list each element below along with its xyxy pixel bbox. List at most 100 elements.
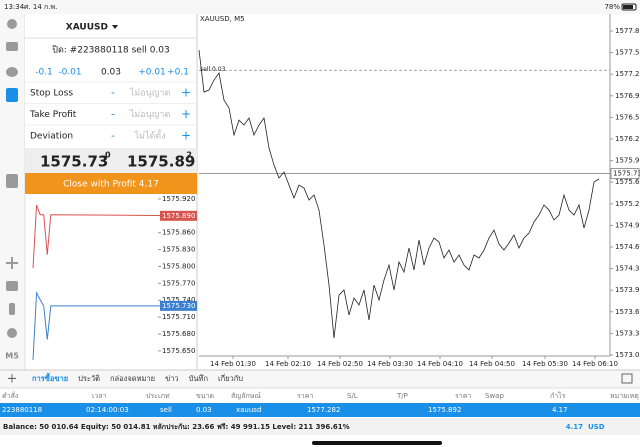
icon-new-order[interactable]	[6, 88, 18, 102]
y-tick-label: 1574.950	[615, 221, 640, 229]
tab[interactable]: กล่องจดหมาย	[110, 374, 155, 383]
table-cell: 0.03	[196, 406, 212, 414]
icon-quotes[interactable]	[6, 42, 18, 51]
y-tick-label: 1575.920	[162, 195, 195, 203]
y-tick-label: 1575.650	[162, 347, 195, 355]
y-tick-label: 1575.860	[162, 229, 195, 237]
close-button-label: Close with Profit 4.17	[63, 180, 159, 190]
table-cell: sell	[160, 406, 172, 414]
y-tick-label: 1573.650	[615, 308, 640, 316]
y-tick-label: 1575.830	[162, 246, 195, 254]
table-header: ขนาด	[196, 392, 214, 400]
volume-step: +0.1	[167, 68, 189, 78]
icon-crosshair-v[interactable]	[11, 257, 13, 269]
status-date: ศ. 14 ก.พ.	[24, 3, 57, 11]
icon-account	[7, 19, 17, 29]
field-label: Take Profit	[29, 110, 77, 120]
volume-step: -0.1	[35, 68, 53, 78]
y-tick-label: 1575.925	[615, 157, 640, 165]
y-tick-label: 1577.225	[615, 70, 640, 78]
price-box	[25, 148, 197, 173]
status-time: 13:34	[4, 3, 25, 11]
tab[interactable]: ข่าว	[165, 374, 179, 383]
table-header: กำไร	[550, 391, 566, 400]
minus-button: -	[111, 108, 115, 121]
minus-button: -	[111, 129, 115, 142]
add-button[interactable]: +	[7, 372, 18, 387]
tab[interactable]: บันทึก	[189, 374, 208, 383]
x-tick-label: 14 Feb 05:30	[522, 360, 568, 368]
y-tick-label: 1575.770	[162, 279, 195, 287]
currency: USD	[588, 423, 605, 431]
field-label: Stop Loss	[30, 89, 73, 99]
table-cell: 02:14:00:03	[86, 406, 129, 414]
status-battery: 78%	[604, 3, 620, 11]
table-header: คำสั่ง	[2, 391, 18, 400]
x-tick-label: 14 Feb 03:30	[367, 360, 413, 368]
icon-chat[interactable]	[6, 67, 18, 77]
volume-step: +0.01	[138, 68, 166, 78]
ask-price-small: 2	[186, 151, 192, 160]
volume-step: -0.01	[58, 68, 81, 78]
mini-line	[32, 291, 197, 360]
table-header: S/L	[347, 392, 358, 400]
status-bar	[0, 0, 640, 14]
y-tick-label: 1575.680	[162, 330, 195, 338]
level-label: 1575.890	[162, 212, 195, 220]
y-tick-label: 1575.600	[615, 178, 640, 186]
table-header: ราคา	[455, 392, 471, 400]
close-button[interactable]	[25, 173, 197, 194]
tab-bar	[0, 370, 640, 388]
table-header: เวลา	[92, 392, 107, 400]
battery-fill	[623, 5, 633, 9]
y-tick-label: 1576.900	[615, 92, 640, 100]
table-cell: xauusd	[236, 406, 261, 414]
y-tick-label: 1576.575	[615, 113, 640, 121]
table-cell: 223880118	[2, 406, 42, 414]
table-cell: 1575.892	[428, 406, 461, 414]
x-tick-label: 14 Feb 02:50	[317, 360, 363, 368]
tab[interactable]: ประวัติ	[78, 374, 100, 383]
order-line-label: sell 0.03	[200, 66, 226, 73]
icon-objects[interactable]	[9, 303, 15, 315]
account-summary: Balance: 50 010.64 Equity: 50 014.81 หลั…	[3, 423, 350, 431]
dropdown-arrow	[112, 25, 118, 29]
total-profit: 4.17	[566, 423, 583, 431]
icon-history[interactable]	[6, 174, 18, 188]
level-label-bg	[160, 300, 197, 311]
y-tick-label: 1573.325	[615, 329, 640, 337]
y-tick-label: 1576.250	[615, 135, 640, 143]
plus-button: +	[181, 129, 191, 143]
layout-icon	[621, 373, 633, 384]
table-cell: 4.17	[552, 406, 568, 414]
table-cell: 1577.282	[307, 406, 340, 414]
icon-templates[interactable]	[7, 328, 17, 338]
y-tick-label: 1575.710	[162, 313, 195, 321]
y-tick-label: 1575.740	[162, 296, 195, 304]
tab[interactable]: การซื้อขาย	[32, 372, 68, 383]
level-label: 1575.730	[162, 302, 195, 310]
table-header: หมายเหตุ	[610, 392, 639, 400]
plus-button: +	[181, 107, 191, 121]
level-label-bg	[160, 210, 197, 221]
y-tick-label: 1575.275	[615, 200, 640, 208]
ask-price: 1575.89	[127, 153, 195, 171]
toolbar-icons	[6, 19, 18, 338]
bid-label: 1575.730	[613, 170, 640, 178]
field-value: ไม่อนุญาต	[129, 109, 171, 120]
field-label: Deviation	[30, 132, 73, 142]
y-tick-label: 1575.800	[162, 262, 195, 270]
y-tick-label: 1573.975	[615, 286, 640, 294]
icon-indicators[interactable]	[6, 281, 18, 291]
symbol: XAUUSD	[66, 23, 108, 33]
footer	[0, 418, 640, 435]
tab[interactable]: เกี่ยวกับ	[218, 373, 243, 383]
y-tick-label: 1573.000	[615, 351, 640, 359]
x-tick-label: 14 Feb 02:10	[265, 360, 311, 368]
chart-title: XAUUSD, M5	[200, 15, 245, 23]
battery-icon	[621, 3, 637, 11]
selected-row[interactable]	[0, 403, 640, 417]
y-tick-label: 1574.300	[615, 265, 640, 273]
table-header: ราคา	[297, 392, 313, 400]
y-tick-label: 1574.625	[615, 243, 640, 251]
